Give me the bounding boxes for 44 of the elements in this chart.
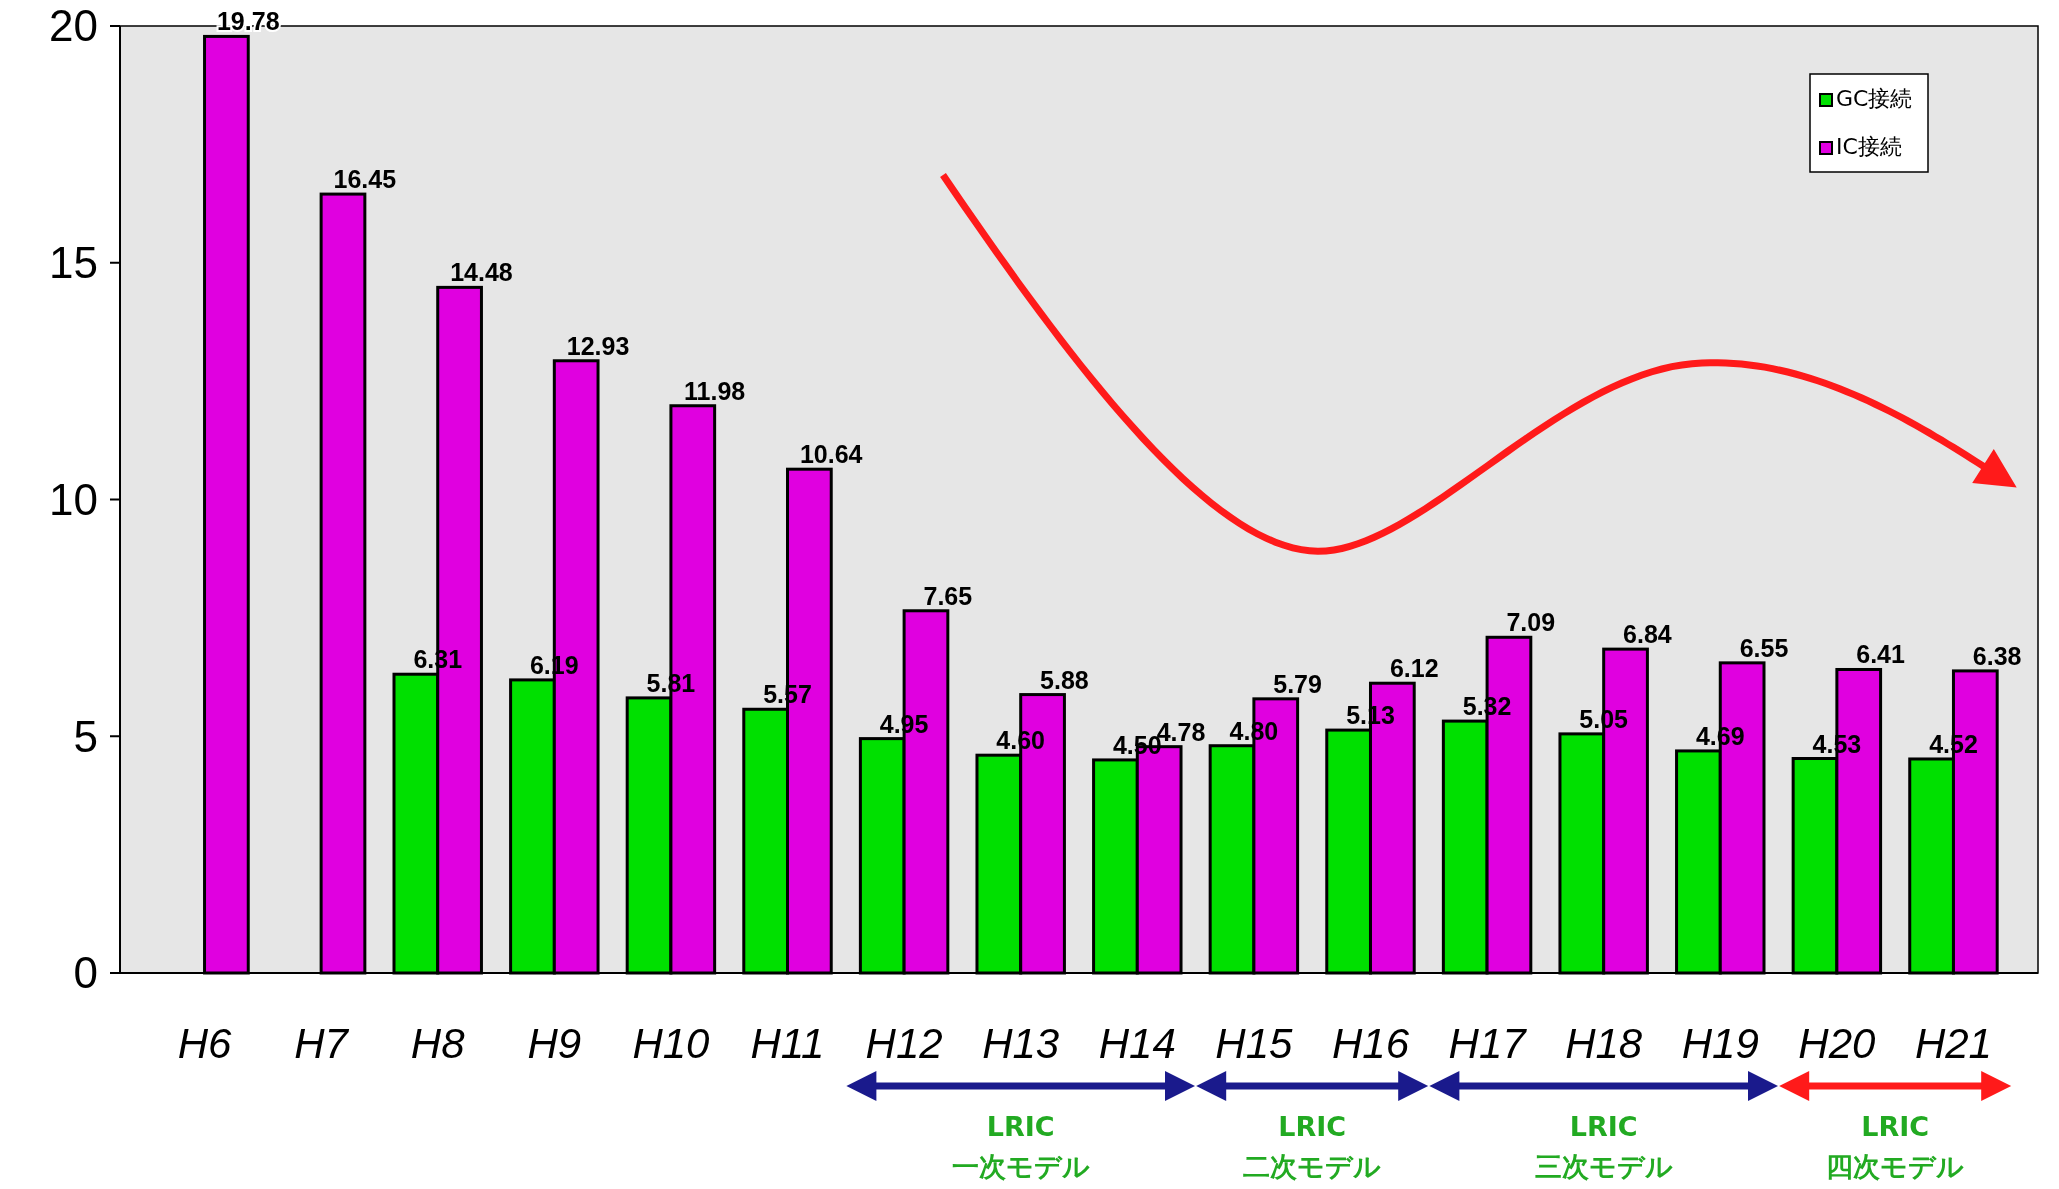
x-tick-label: H10: [632, 1020, 711, 1067]
x-tick-label: H18: [1565, 1020, 1643, 1067]
data-label: 7.09: [1506, 608, 1556, 637]
data-label: 10.64: [799, 440, 863, 469]
y-tick-label: 15: [49, 238, 98, 288]
data-label: 6.84: [1623, 620, 1672, 649]
y-tick-label: 10: [49, 474, 98, 524]
y-tick-label: 0: [73, 948, 98, 998]
data-label: 6.38: [1972, 641, 2022, 670]
x-tick-label: H7: [294, 1020, 350, 1067]
text: LRIC 一次モデル: [951, 1111, 1090, 1182]
x-tick-label: H6: [177, 1020, 233, 1067]
x-tick-label: H15: [1215, 1020, 1294, 1067]
x-tick-label: H11: [750, 1020, 825, 1067]
text: LRIC 三次モデル: [1534, 1111, 1673, 1182]
x-tick-label: H17: [1448, 1020, 1528, 1067]
legend-label: IC接続: [1836, 134, 1902, 159]
data-label: 5.32: [1462, 692, 1512, 721]
data-label: 16.45: [333, 165, 397, 194]
x-tick-label: H16: [1331, 1020, 1410, 1067]
data-label: 6.31: [413, 645, 463, 674]
data-label: 5.88: [1040, 665, 1089, 694]
x-tick-label: H20: [1798, 1020, 1877, 1067]
y-tick-label: 20: [49, 1, 98, 51]
data-label: 6.19: [529, 650, 579, 679]
x-tick-label: H12: [865, 1020, 943, 1067]
data-label: 12.93: [566, 331, 630, 360]
data-label: 6.55: [1739, 633, 1789, 662]
legend-label: GC接続: [1836, 86, 1913, 111]
data-label: 14.48: [450, 258, 513, 287]
x-tick-label: H13: [982, 1020, 1060, 1067]
x-tick-label: H19: [1681, 1020, 1759, 1067]
text: LRIC 四次モデル: [1826, 1111, 1965, 1182]
text: LRIC 二次モデル: [1243, 1111, 1382, 1182]
data-label: 7.65: [923, 581, 973, 610]
x-tick-label: H9: [527, 1020, 582, 1067]
data-label: 6.41: [1856, 640, 1906, 669]
x-tick-label: H14: [1098, 1020, 1176, 1067]
x-tick-label: H21: [1914, 1020, 1992, 1067]
y-tick-label: 5: [73, 711, 98, 761]
data-label: 5.79: [1273, 669, 1322, 698]
data-label: 6.12: [1389, 654, 1439, 683]
data-label: 11.98: [684, 376, 746, 405]
x-tick-label: H8: [410, 1020, 466, 1067]
